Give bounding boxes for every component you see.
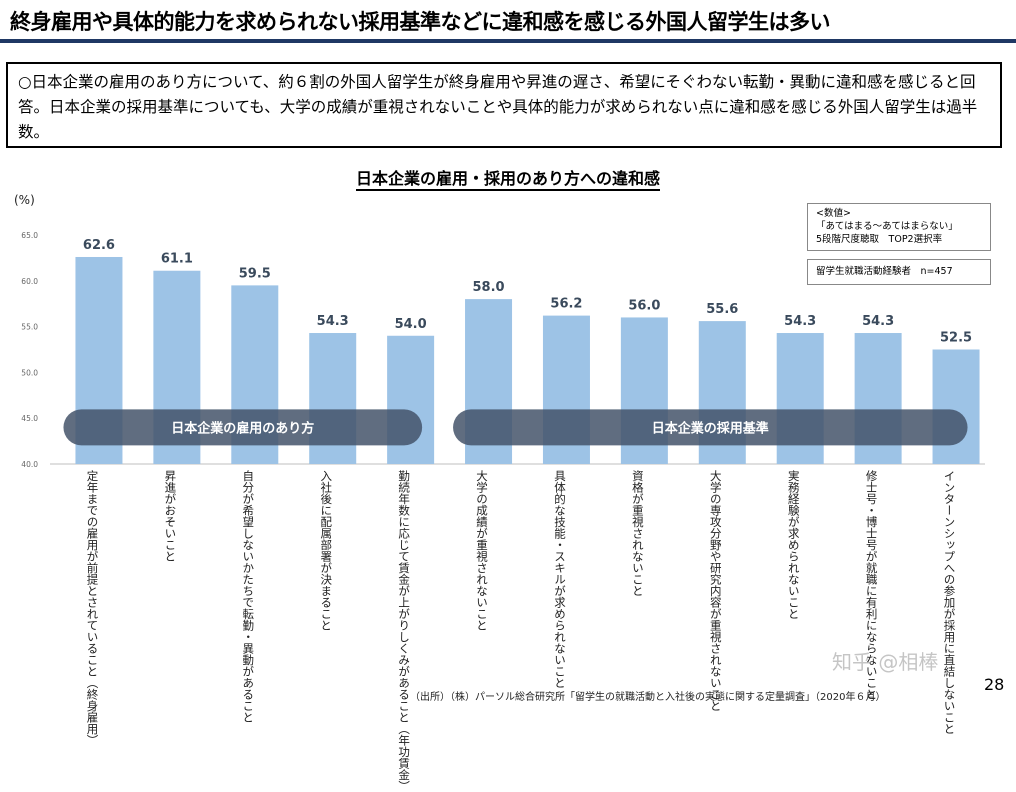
y-tick-label: 65.0: [21, 231, 38, 240]
group-label: 日本企業の雇用のあり方: [171, 420, 314, 436]
sample-box: 留学生就職活動経験者 n=457: [807, 259, 991, 285]
chart-title: 日本企業の雇用・採用のあり方への違和感: [355, 169, 660, 191]
page-number: 28: [984, 675, 1005, 694]
group-band: [63, 409, 423, 446]
data-label: 55.6: [706, 302, 738, 317]
y-tick-label: 60.0: [21, 277, 38, 286]
summary-box: ○日本企業の雇用のあり方について、約６割の外国人留学生が終身雇用や昇進の遅さ、希…: [6, 62, 1002, 148]
title-divider: [0, 39, 1016, 43]
data-label: 56.2: [550, 297, 582, 312]
sample-size: 留学生就職活動経験者 n=457: [816, 266, 953, 277]
data-label: 56.0: [628, 298, 660, 313]
group-band: [453, 409, 968, 446]
category-label: 入社後に配属部署が決まること: [319, 470, 334, 631]
note-line-2: 「あてはまる～あてはまらない」: [816, 221, 958, 232]
page-title: 終身雇用や具体的能力を求められない採用基準などに違和感を感じる外国人留学生は多い: [10, 10, 831, 34]
data-label: 58.0: [473, 280, 505, 295]
y-tick-label: 50.0: [21, 368, 38, 377]
category-label: 勤続年数に応じて賃金が上がりしくみがあること（年功賃金）: [397, 470, 412, 792]
category-label: 資格が重視されないこと: [630, 470, 645, 597]
category-label: 自分が希望しないかたちで転勤・異動があること: [241, 470, 256, 723]
category-label: インターンシップへの参加が採用に直結しないこと: [942, 470, 957, 735]
data-label: 54.0: [395, 317, 427, 332]
category-label: 大学の専攻分野や研究内容が重視されないこと: [708, 470, 723, 712]
category-label: 修士号・博士号が就職に有利にならないこと: [864, 470, 879, 700]
watermark: 知乎 @相棒: [832, 650, 939, 674]
y-tick-label: 45.0: [21, 414, 38, 423]
category-label: 大学の成績が重視されないこと: [475, 470, 490, 631]
y-axis-label: (%): [14, 193, 35, 207]
group-label: 日本企業の採用基準: [652, 420, 769, 436]
category-label: 具体的な技能・スキルが求められないこと: [552, 470, 567, 689]
data-label: 54.3: [862, 314, 894, 329]
category-label: 定年までの雇用が前提とされていること（終身雇用）: [85, 470, 100, 746]
y-tick-label: 40.0: [21, 460, 38, 469]
y-tick-label: 55.0: [21, 323, 38, 332]
source-note: （出所）（株）パーソル総合研究所「留学生の就職活動と入社後の実態に関する定量調査…: [410, 692, 886, 703]
data-label: 54.3: [317, 314, 349, 329]
bar: [932, 349, 980, 464]
note-line-1: <数値>: [816, 208, 851, 219]
category-label: 実務経験が求められないこと: [786, 470, 801, 620]
data-label: 52.5: [940, 331, 972, 346]
note-box: <数値> 「あてはまる～あてはまらない」 5段階尺度聴取 TOP2選択率: [807, 203, 991, 251]
category-label: 昇進がおそいこと: [163, 470, 178, 562]
note-line-3: 5段階尺度聴取 TOP2選択率: [816, 234, 943, 245]
bar-chart: (%) 40.0 45.0 50.0 55.0 60.0 65.0 62.6 61.1 59.5 5…: [14, 193, 985, 469]
data-label: 59.5: [239, 266, 271, 281]
data-label: 62.6: [83, 238, 115, 253]
chart-title-wrap: 日本企業の雇用・採用のあり方への違和感: [0, 165, 1016, 191]
data-label: 61.1: [161, 252, 193, 267]
data-label: 54.3: [784, 314, 816, 329]
